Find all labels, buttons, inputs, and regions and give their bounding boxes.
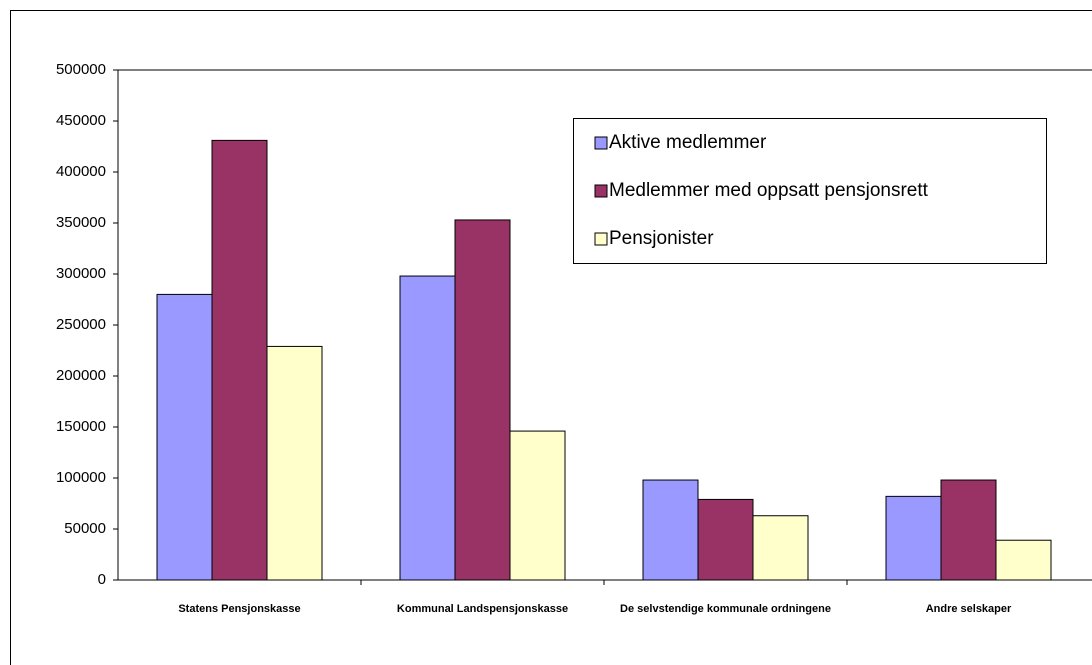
y-tick-label: 500000: [56, 61, 106, 78]
legend-box: [573, 118, 1047, 264]
y-tick-label: 400000: [56, 163, 106, 180]
y-tick-label: 250000: [56, 316, 106, 333]
x-tick-label: Andre selskaper: [925, 603, 1012, 615]
y-tick-label: 0: [98, 571, 106, 588]
legend-swatch: [594, 232, 608, 246]
y-tick-label: 150000: [56, 418, 106, 435]
bar: [156, 293, 213, 581]
bar: [509, 430, 566, 581]
bar: [454, 219, 511, 581]
bar: [211, 139, 268, 581]
bar: [399, 275, 456, 581]
legend-swatch: [594, 136, 608, 150]
bar: [885, 495, 942, 581]
y-tick-label: 100000: [56, 469, 106, 486]
bar: [697, 498, 754, 581]
y-tick-label: 300000: [56, 265, 106, 282]
y-tick-label: 50000: [64, 520, 106, 537]
bar: [940, 479, 997, 581]
y-tick-label: 350000: [56, 214, 106, 231]
x-tick-label: Kommunal Landspensjonskasse: [396, 603, 569, 615]
y-tick-label: 450000: [56, 112, 106, 129]
x-tick-label: De selvstendige kommunale ordningene: [620, 603, 831, 615]
bar: [752, 515, 809, 581]
legend-label: Medlemmer med oppsatt pensjonsrett: [609, 180, 929, 201]
legend-label: Aktive medlemmer: [609, 132, 767, 153]
y-tick-label: 200000: [56, 367, 106, 384]
bar: [995, 539, 1052, 581]
bar: [266, 345, 323, 581]
legend-label: Pensjonister: [609, 228, 714, 249]
legend-swatch: [594, 184, 608, 198]
x-tick-label: Statens Pensjonskasse: [178, 603, 301, 615]
bar: [642, 479, 699, 581]
